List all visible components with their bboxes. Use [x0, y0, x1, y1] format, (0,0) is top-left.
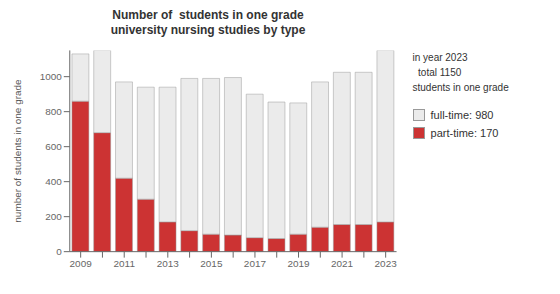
svg-text:2023: 2023	[375, 258, 398, 269]
svg-text:2011: 2011	[114, 258, 136, 269]
svg-text:2013: 2013	[157, 258, 180, 269]
svg-text:1000: 1000	[40, 71, 63, 82]
svg-text:2021: 2021	[331, 258, 354, 269]
svg-text:2019: 2019	[287, 258, 310, 269]
svg-text:200: 200	[45, 211, 62, 222]
svg-text:800: 800	[45, 106, 62, 117]
html-text:part-time: 170: part-time: 170	[430, 127, 499, 139]
svg-text:number of students in one grad: number of students in one grade	[12, 79, 23, 223]
svg-text:600: 600	[45, 141, 62, 152]
svg-text:2017: 2017	[244, 258, 267, 269]
html-text:in year 2023 total 1150 studen: in year 2023 total 1150 students in one …	[412, 52, 509, 93]
html-text:full-time: 980: full-time: 980	[430, 109, 494, 121]
svg-text:400: 400	[45, 176, 62, 187]
svg-text:0: 0	[56, 246, 62, 257]
html-text:Number of students in one grad: Number of students in one grade universi…	[110, 8, 306, 37]
svg-text:2009: 2009	[70, 258, 93, 269]
svg-text:2015: 2015	[200, 258, 223, 269]
